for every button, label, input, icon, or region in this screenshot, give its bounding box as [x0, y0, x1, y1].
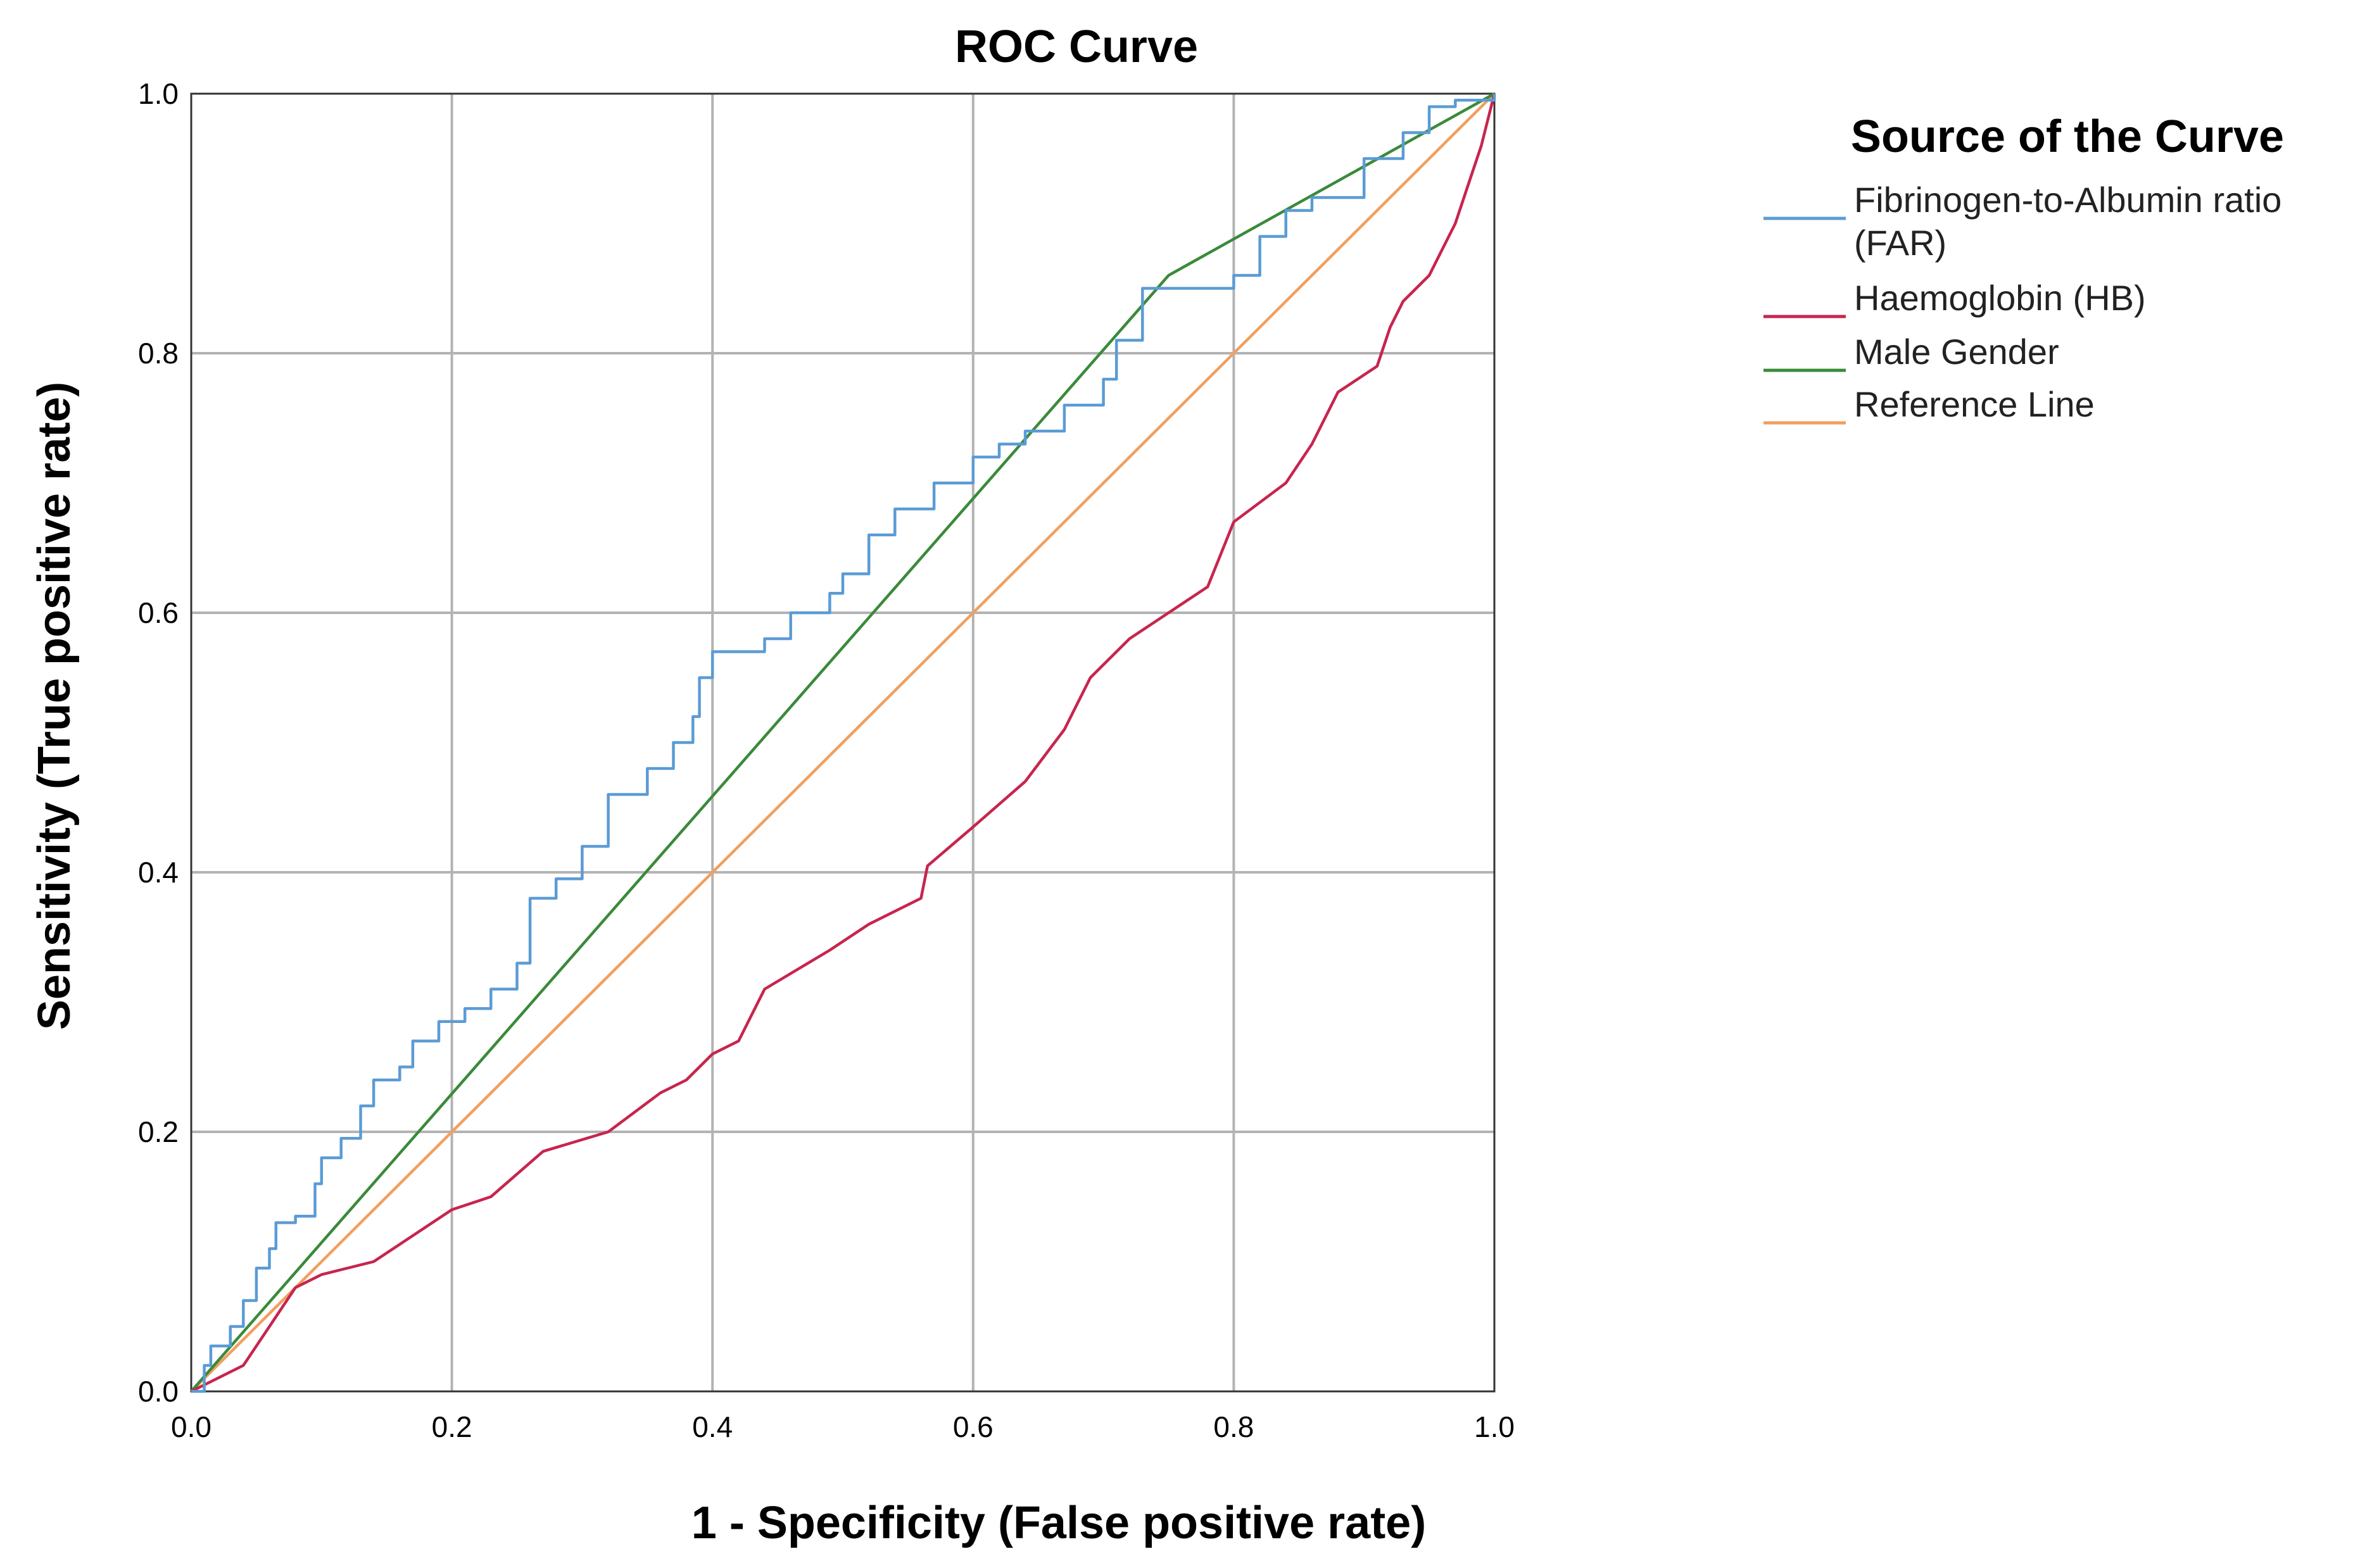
x-tick-label: 1.0: [1474, 1410, 1515, 1443]
legend-label: Reference Line: [1854, 384, 2095, 424]
chart-title: ROC Curve: [955, 22, 1198, 72]
y-tick-label: 0.8: [138, 337, 179, 370]
series-lines: [190, 92, 1496, 1393]
legend-label: Haemoglobin (HB): [1854, 278, 2146, 318]
y-tick-labels: 0.0 0.2 0.4 0.6 0.8 1.0: [138, 77, 179, 1408]
x-axis-label: 1 - Specificity (False positive rate): [691, 1498, 1426, 1548]
series-line-fibrinogen-to-albumin-ratio-far: [191, 94, 1496, 1393]
x-tick-labels: 0.0 0.2 0.4 0.6 0.8 1.0: [171, 1410, 1515, 1443]
y-tick-label: 0.0: [138, 1375, 179, 1408]
series-line-reference-line: [190, 92, 1496, 1393]
y-axis-label: Sensitivity (True positive rate): [29, 382, 80, 1030]
y-tick-label: 0.2: [138, 1115, 179, 1148]
plot-frame: [190, 92, 1496, 1393]
grid: [191, 94, 1494, 1391]
y-tick-label: 1.0: [138, 77, 179, 110]
legend: Source of the Curve Fibrinogen-to-Albumi…: [1763, 111, 2284, 425]
x-tick-label: 0.6: [953, 1410, 994, 1443]
legend-label: Male Gender: [1854, 332, 2059, 372]
series-line-haemoglobin-hb: [190, 93, 1496, 1393]
series-line-male-gender: [190, 92, 1496, 1393]
x-tick-label: 0.8: [1213, 1410, 1254, 1443]
x-tick-label: 0.0: [171, 1410, 211, 1443]
y-tick-label: 0.4: [138, 856, 179, 889]
y-tick-label: 0.6: [138, 596, 179, 629]
x-tick-label: 0.4: [692, 1410, 733, 1443]
x-tick-label: 0.2: [432, 1410, 472, 1443]
legend-label: Fibrinogen-to-Albumin ratio: [1854, 180, 2281, 220]
legend-label: (FAR): [1854, 223, 1946, 263]
legend-title: Source of the Curve: [1851, 111, 2284, 162]
